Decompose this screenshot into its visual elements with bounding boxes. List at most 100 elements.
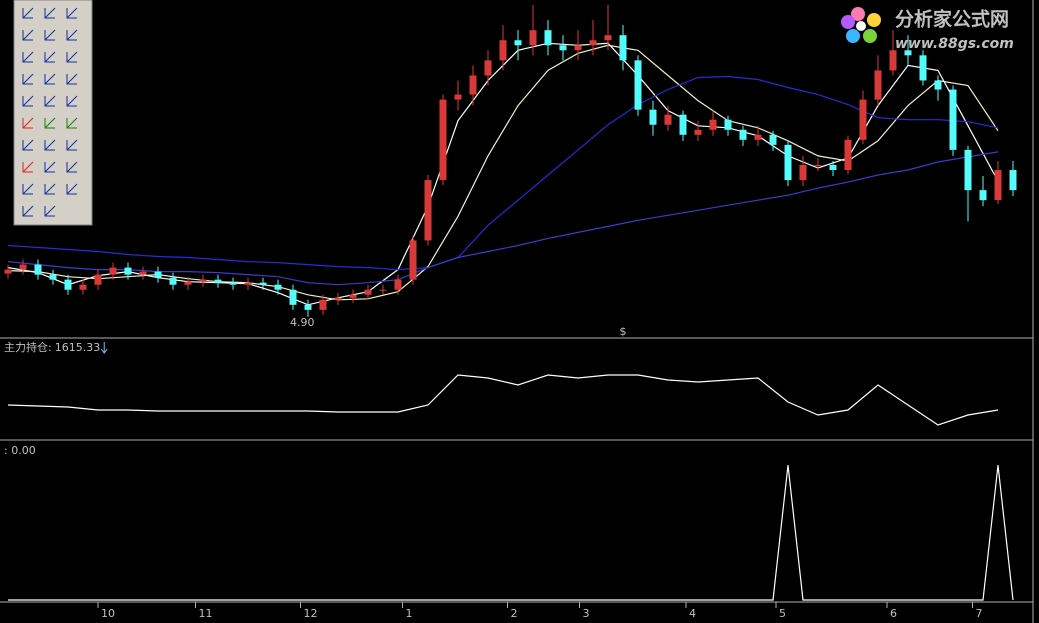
toolbar-button[interactable] <box>64 137 80 153</box>
candle-body <box>574 45 582 51</box>
candle-body <box>784 144 792 181</box>
toolbar-button[interactable] <box>42 49 58 65</box>
candle-body <box>34 264 42 275</box>
candle-body <box>679 114 687 135</box>
candle-body <box>739 129 747 140</box>
candle-body <box>289 289 297 305</box>
indicator-line <box>7 374 999 426</box>
candle-body <box>619 35 627 61</box>
toolbar-icon <box>22 73 34 85</box>
toolbar-icon <box>66 7 78 19</box>
toolbar-button[interactable] <box>20 93 36 109</box>
candle-body <box>49 274 57 280</box>
toolbar-button[interactable] <box>64 181 80 197</box>
toolbar-button[interactable] <box>42 27 58 43</box>
candle-body <box>199 279 207 282</box>
toolbar-button[interactable] <box>64 5 80 21</box>
toolbar-icon <box>22 205 34 217</box>
watermark-logo <box>841 7 881 43</box>
toolbar-button[interactable] <box>42 71 58 87</box>
signal-line <box>8 465 1014 601</box>
signal-marker: $ <box>620 325 627 338</box>
candle-body <box>799 164 807 181</box>
toolbar-button[interactable] <box>20 115 36 131</box>
toolbar-icon <box>44 205 56 217</box>
toolbar-button[interactable] <box>20 203 36 219</box>
candle-body <box>64 279 72 290</box>
toolbar-button[interactable] <box>64 71 80 87</box>
logo-petal <box>841 15 855 29</box>
toolbar-button[interactable] <box>20 181 36 197</box>
candle-body <box>394 279 402 290</box>
candle-body <box>19 264 27 270</box>
candle-body <box>424 180 432 241</box>
indicator-value: 1615.33 <box>55 341 101 354</box>
candle-body <box>439 99 447 181</box>
logo-petal <box>863 29 877 43</box>
toolbar-button[interactable] <box>20 71 36 87</box>
candle-body <box>949 89 957 150</box>
toolbar-button[interactable] <box>20 27 36 43</box>
candle-body <box>844 139 852 171</box>
candle-body <box>724 119 732 130</box>
toolbar-icon <box>22 139 34 151</box>
candle-body <box>919 55 927 81</box>
candle-body <box>484 60 492 76</box>
candle-body <box>244 282 252 285</box>
toolbar-button[interactable] <box>42 93 58 109</box>
x-tick-label: 4 <box>689 607 696 620</box>
candle-body <box>349 294 357 298</box>
candle-body <box>79 284 87 290</box>
candle-body <box>379 289 387 291</box>
candle-body <box>979 190 987 201</box>
candle-body <box>124 267 132 275</box>
x-tick-label: 12 <box>304 607 318 620</box>
candle-body <box>649 109 657 125</box>
toolbar-button[interactable] <box>64 115 80 131</box>
toolbar-icon <box>22 183 34 195</box>
watermark-url: www.88gs.com <box>895 36 1014 52</box>
candle-body <box>274 284 282 290</box>
toolbar-button[interactable] <box>64 49 80 65</box>
x-tick-label: 7 <box>976 607 983 620</box>
toolbar-button[interactable] <box>42 5 58 21</box>
toolbar-icon <box>66 183 78 195</box>
toolbar-icons <box>20 5 80 219</box>
candle-body <box>304 304 312 310</box>
x-tick-label: 6 <box>890 607 897 620</box>
plot: 4.90$10 11 12 1 2 3 4 5 6 7 <box>4 5 1017 620</box>
toolbar-button[interactable] <box>64 93 80 109</box>
toolbar-icon <box>22 29 34 41</box>
candle-body <box>634 60 642 110</box>
toolbar-icon <box>22 51 34 63</box>
x-tick-label: 11 <box>199 607 213 620</box>
toolbar-button[interactable] <box>42 159 58 175</box>
toolbar-icon <box>44 29 56 41</box>
toolbar-button[interactable] <box>20 49 36 65</box>
toolbar-button[interactable] <box>64 159 80 175</box>
toolbar-button[interactable] <box>42 137 58 153</box>
signal-header: : 0.00 <box>4 444 36 457</box>
candle-body <box>334 297 342 300</box>
x-tick-label: 10 <box>101 607 115 620</box>
toolbar-button[interactable] <box>42 181 58 197</box>
toolbar-icon <box>66 161 78 173</box>
candle-body <box>469 75 477 95</box>
candle-body <box>259 282 267 285</box>
candle-body <box>904 50 912 56</box>
logo-petal <box>851 7 865 21</box>
toolbar-button[interactable] <box>20 137 36 153</box>
toolbar-button[interactable] <box>64 27 80 43</box>
candle-body <box>604 35 612 41</box>
toolbar-icon <box>44 183 56 195</box>
toolbar-button[interactable] <box>42 203 58 219</box>
candle-body <box>814 164 822 166</box>
candle-body <box>184 281 192 285</box>
toolbar-button[interactable] <box>42 115 58 131</box>
moving-average <box>7 75 999 271</box>
toolbar-button[interactable] <box>20 159 36 175</box>
candle-body <box>874 70 882 100</box>
candle-body <box>664 114 672 125</box>
toolbar-button[interactable] <box>20 5 36 21</box>
